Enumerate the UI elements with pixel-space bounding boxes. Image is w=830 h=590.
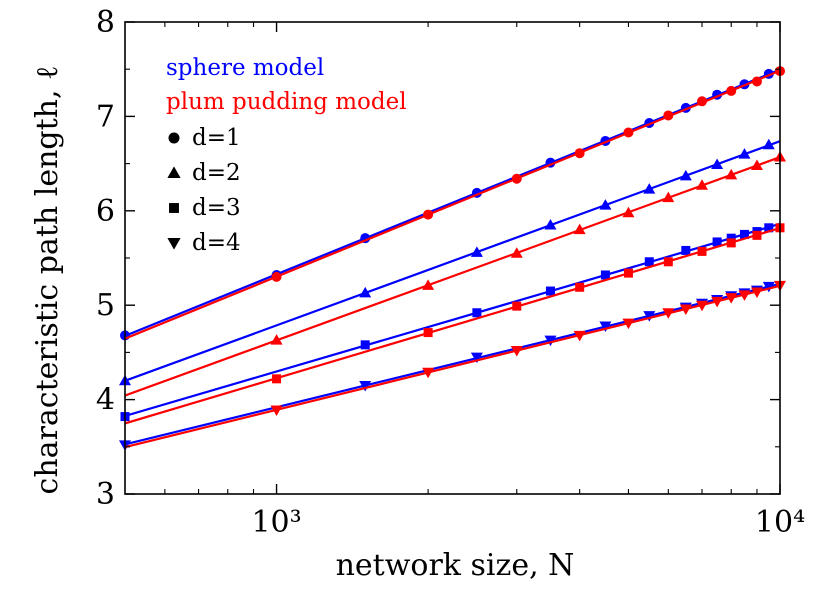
fit-line-sphere-d2	[124, 140, 781, 382]
point-plum-d4	[750, 287, 763, 298]
point-sphere-d3	[360, 340, 370, 350]
point-plum-d3	[697, 246, 707, 256]
y-tick-label: 6	[96, 194, 115, 229]
point-plum-d2	[422, 279, 435, 290]
point-plum-d2	[750, 159, 763, 170]
y-tick-label: 8	[96, 5, 115, 40]
legend-marker-d4	[167, 238, 181, 250]
point-sphere-d2	[544, 218, 557, 230]
point-plum-d2	[696, 179, 709, 190]
series-layer	[119, 66, 786, 451]
legend-marker-d3	[169, 203, 179, 213]
point-sphere-d4	[762, 281, 775, 293]
point-sphere-d2	[711, 158, 724, 170]
y-tick-label: 5	[96, 288, 115, 323]
series-plum-d2	[124, 150, 786, 397]
legend-marker-d1	[168, 132, 180, 144]
point-plum-d2	[662, 191, 675, 203]
point-sphere-d3	[726, 233, 736, 243]
point-plum-d3	[512, 301, 522, 311]
point-sphere-d4	[599, 321, 612, 332]
point-sphere-d2	[470, 246, 483, 257]
y-axis-label: characteristic path length, ℓ	[30, 66, 65, 495]
legend-label-sphere: sphere model	[166, 55, 324, 81]
point-sphere-d3	[472, 308, 482, 318]
legend-label-plum: plum pudding model	[166, 89, 407, 115]
point-plum-d2	[725, 168, 738, 180]
point-plum-d1	[271, 271, 282, 282]
point-plum-d1	[663, 110, 674, 121]
point-plum-d4	[422, 367, 435, 379]
y-tick-label: 4	[96, 383, 115, 418]
fit-line-plum-d2	[124, 156, 781, 397]
point-plum-d4	[622, 318, 635, 330]
fit-line-plum-d3	[124, 227, 781, 425]
point-sphere-d2	[643, 183, 656, 194]
series-plum-d1	[124, 66, 785, 340]
point-plum-d4	[573, 330, 586, 342]
x-axis-label: network size, N	[336, 548, 575, 583]
point-sphere-d4	[643, 311, 656, 322]
point-plum-d3	[423, 328, 433, 338]
point-sphere-d4	[470, 352, 483, 364]
point-sphere-d3	[681, 245, 691, 255]
y-tick-label: 3	[96, 477, 115, 512]
point-plum-d2	[573, 223, 586, 235]
point-plum-d4	[696, 300, 709, 312]
legend-label-d3: d=3	[192, 195, 241, 221]
point-sphere-d3	[739, 229, 749, 239]
point-sphere-d3	[764, 223, 774, 233]
point-plum-d2	[622, 206, 635, 218]
point-plum-d4	[725, 293, 738, 304]
point-plum-d1	[423, 209, 434, 220]
fit-line-plum-d4	[124, 284, 781, 449]
legend-label-d4: d=4	[192, 230, 241, 256]
point-sphere-d2	[738, 148, 751, 159]
point-sphere-d2	[762, 138, 775, 150]
point-plum-d3	[272, 374, 282, 384]
x-tick-label: 10³	[251, 505, 301, 540]
point-plum-d4	[711, 296, 724, 308]
ticks-layer: 3 4 5 6 7 8 10³ 10⁴	[96, 5, 805, 540]
point-sphere-d2	[359, 286, 372, 298]
point-plum-d3	[752, 230, 762, 240]
point-plum-d4	[662, 308, 675, 319]
legend-marker-d2	[167, 166, 181, 178]
point-sphere-d4	[359, 380, 372, 392]
point-plum-d1	[511, 173, 522, 184]
legend-label-d2: d=2	[192, 160, 241, 186]
point-sphere-d3	[712, 237, 722, 247]
point-plum-d3	[663, 257, 673, 267]
point-plum-d4	[510, 346, 523, 357]
point-plum-d1	[751, 76, 762, 87]
legend-label-d1: d=1	[192, 125, 241, 151]
point-plum-d2	[510, 247, 523, 258]
point-plum-d4	[738, 290, 751, 301]
fit-line-sphere-d3	[124, 222, 781, 418]
series-sphere-d2	[119, 138, 781, 386]
legend: sphere model plum pudding model d=1d=2d=…	[166, 55, 407, 256]
point-plum-d2	[270, 334, 283, 345]
point-sphere-d4	[544, 335, 557, 347]
point-sphere-d3	[545, 286, 555, 296]
point-plum-d1	[574, 148, 585, 159]
point-sphere-d2	[679, 169, 692, 181]
point-plum-d4	[679, 304, 692, 315]
point-plum-d1	[726, 85, 737, 96]
point-plum-d1	[623, 127, 634, 138]
point-plum-d3	[575, 282, 585, 292]
legend-dims: d=1 d=2 d=3 d=4	[167, 125, 241, 256]
point-sphere-d2	[599, 199, 612, 210]
fit-line-sphere-d4	[124, 282, 781, 446]
point-plum-d4	[270, 405, 283, 416]
point-plum-d3	[726, 238, 736, 248]
y-tick-label: 7	[96, 99, 115, 134]
point-plum-d1	[697, 96, 708, 107]
point-plum-d3	[623, 268, 633, 278]
point-sphere-d3	[600, 270, 610, 280]
x-tick-label: 10⁴	[755, 505, 805, 540]
point-sphere-d3	[644, 257, 654, 267]
